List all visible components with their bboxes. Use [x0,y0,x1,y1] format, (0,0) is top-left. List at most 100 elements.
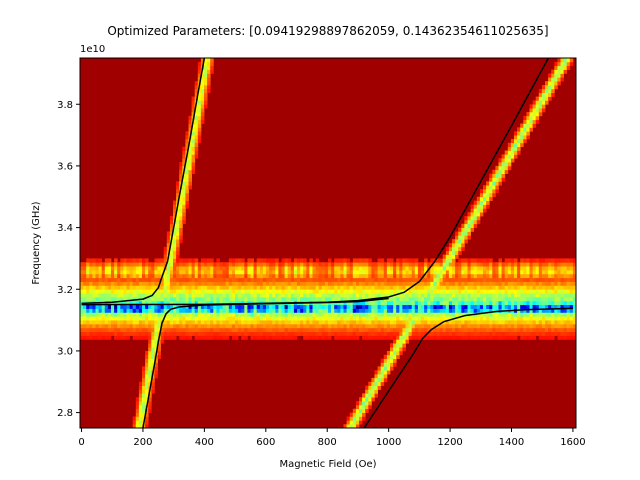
heatmap-cell [452,300,456,306]
heatmap-cell [315,335,320,340]
heatmap-cell [176,296,180,302]
heatmap-cell [80,273,84,279]
heatmap-cell [157,289,161,294]
heatmap-cell [334,296,338,302]
heatmap-cell [492,273,496,279]
heatmap-cell [359,420,363,425]
heatmap-cell [414,293,419,298]
heatmap-cell [247,273,251,279]
heatmap-cell [526,327,530,333]
heatmap-cell [390,366,394,371]
heatmap-cell [129,258,134,263]
heatmap-cell [433,327,437,333]
heatmap-cell [408,316,413,321]
heatmap-cell [166,266,171,271]
heatmap-cell [386,293,391,298]
heatmap-cell [545,281,549,286]
heatmap-cell [355,312,360,317]
heatmap-cell [228,289,233,294]
heatmap-cell [473,204,478,209]
heatmap-cell [399,277,403,282]
heatmap-cell [498,181,502,186]
heatmap-cell [427,262,431,267]
heatmap-cell [377,381,382,386]
heatmap-cell [529,127,533,132]
heatmap-cell [154,308,158,313]
heatmap-cell [98,266,103,271]
heatmap-cell [80,335,84,340]
heatmap-cell [554,289,558,294]
heatmap-cell [566,316,571,321]
heatmap-cell [355,424,360,428]
heatmap-cell [107,312,112,317]
heatmap-cell [231,293,236,298]
heatmap-cell [458,285,462,290]
heatmap-cell [526,308,530,313]
heatmap-cell [569,300,574,306]
heatmap-cell [436,312,440,317]
heatmap-cell [179,327,183,333]
heatmap-cell [545,320,549,325]
heatmap-cell [148,393,152,398]
heatmap-cell [569,312,574,317]
heatmap-cell [504,293,509,298]
heatmap-cell [272,266,276,271]
heatmap-cell [526,269,530,275]
heatmap-cell [355,266,360,271]
heatmap-cell [390,354,394,360]
heatmap-cell [80,262,84,267]
heatmap-cell [281,320,285,325]
heatmap-cell [83,269,87,275]
heatmap-cell [247,304,251,309]
heatmap-cell [266,266,270,271]
heatmap-cell [473,285,478,290]
heatmap-cell [346,304,351,309]
heatmap-cell [262,273,267,279]
heatmap-cell [266,331,270,336]
heatmap-cell [458,277,462,282]
heatmap-cell [551,281,555,286]
heatmap-cell [507,165,512,171]
y-axis-label: Frequency (GHz) [31,201,42,284]
heatmap-cell [185,138,189,144]
heatmap-cell [386,320,391,325]
heatmap-cell [101,296,106,302]
heatmap-cell [377,366,382,371]
heatmap-cell [523,316,527,321]
heatmap-cell [169,281,174,286]
heatmap-cell [151,385,155,390]
heatmap-cell [520,293,524,298]
heatmap-cell [98,289,103,294]
heatmap-cell [225,316,230,321]
heatmap-cell [157,323,161,329]
heatmap-cell [560,277,564,282]
heatmap-cell [557,262,561,267]
heatmap-cell [197,289,202,294]
heatmap-cell [390,347,394,352]
heatmap-cell [194,92,199,97]
heatmap-cell [507,277,512,282]
heatmap-cell [154,374,158,379]
heatmap-cell [445,316,450,321]
heatmap-cell [92,293,96,298]
heatmap-cell [396,269,400,275]
heatmap-cell [194,293,199,298]
heatmap-cell [117,335,121,340]
heatmap-cell [355,327,360,333]
heatmap-cell [123,269,127,275]
heatmap-cell [262,258,267,263]
heatmap-cell [483,304,487,309]
heatmap-cell [281,289,285,294]
heatmap-cell [452,293,456,298]
heatmap-cell [132,273,137,279]
heatmap-cell [188,142,192,148]
heatmap-cell [414,304,419,309]
heatmap-cell [362,277,366,282]
heatmap-cell [548,269,552,275]
heatmap-cell [545,289,549,294]
heatmap-cell [107,304,112,309]
heatmap-cell [179,300,183,306]
heatmap-cell [107,293,112,298]
heatmap-cell [287,323,292,329]
heatmap-cell [383,277,388,282]
